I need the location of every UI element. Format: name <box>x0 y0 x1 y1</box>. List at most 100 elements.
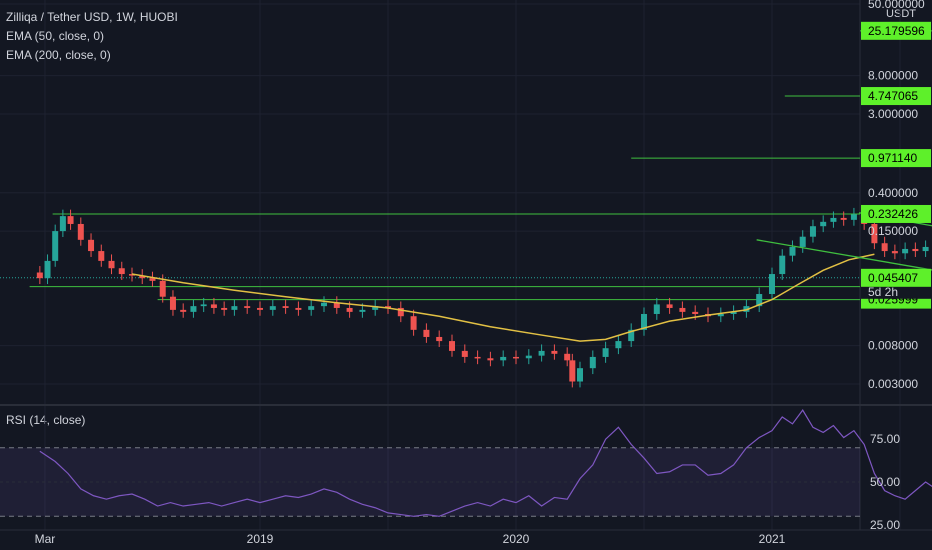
candle <box>321 302 327 307</box>
candle <box>779 255 786 275</box>
candle <box>129 274 135 276</box>
candle <box>881 243 888 252</box>
symbol-title[interactable]: Zilliqa / Tether USD, 1W, HUOBI <box>6 10 178 24</box>
candle <box>799 236 806 247</box>
candle <box>98 251 105 261</box>
level-badge-label-3: 0.232426 <box>868 207 918 221</box>
candle <box>551 350 558 354</box>
candle <box>159 280 166 297</box>
chart-legend: Zilliqa / Tether USD, 1W, HUOBI EMA (50,… <box>6 8 178 65</box>
price-unit: USDT <box>886 8 916 20</box>
candle <box>538 350 545 356</box>
candle <box>200 304 207 307</box>
candle <box>210 304 217 308</box>
candle <box>615 341 622 349</box>
level-badge-label-0: 25.179596 <box>868 24 925 38</box>
rsi-tick-label-1: 50.00 <box>870 475 900 489</box>
candle <box>44 260 51 279</box>
candle <box>500 356 507 361</box>
candle <box>487 358 494 361</box>
candle <box>679 307 686 312</box>
candle <box>628 329 635 342</box>
candle <box>346 307 353 312</box>
candle <box>730 311 737 314</box>
time-tick-label-0: Mar <box>35 532 56 546</box>
candle <box>169 296 176 310</box>
candle <box>653 304 660 314</box>
candle <box>410 316 417 330</box>
time-tick-label-1: 2019 <box>247 532 274 546</box>
ema50-line <box>131 253 875 342</box>
countdown-label: 5d 2h <box>868 285 898 299</box>
channel-line-1 <box>756 239 932 271</box>
rsi-line <box>39 409 932 517</box>
ema200-legend[interactable]: EMA (200, close, 0) <box>6 48 111 62</box>
candle <box>830 217 837 222</box>
candle <box>756 294 763 307</box>
candle <box>231 306 238 310</box>
candle <box>59 216 66 232</box>
candle <box>461 350 468 357</box>
candle <box>149 278 156 281</box>
candle <box>641 313 647 330</box>
price-tick-label-5: 0.008000 <box>868 339 918 353</box>
candle <box>244 306 251 308</box>
candle <box>36 272 43 279</box>
rsi-legend[interactable]: RSI (14, close) <box>6 413 86 427</box>
time-tick-label-3: 2021 <box>759 532 786 546</box>
candle <box>359 309 366 312</box>
candle <box>269 306 276 310</box>
candle <box>666 304 673 308</box>
candle <box>436 336 443 342</box>
candle <box>840 217 847 220</box>
candle <box>77 223 84 240</box>
candle <box>180 309 187 312</box>
candle <box>88 239 95 252</box>
candle <box>602 348 609 357</box>
candle <box>743 306 750 312</box>
channel-line-0 <box>858 212 932 227</box>
candle <box>850 214 857 220</box>
candle <box>569 360 576 382</box>
level-badge-label-2: 0.971140 <box>868 151 917 165</box>
candle <box>589 356 596 369</box>
candle <box>52 231 59 261</box>
candle <box>333 302 340 308</box>
level-badge-label-1: 4.747065 <box>868 89 918 103</box>
candle <box>385 306 391 308</box>
candle <box>295 307 302 310</box>
candle <box>717 313 724 317</box>
candle <box>525 355 532 359</box>
candle <box>397 307 404 317</box>
candle <box>820 221 827 227</box>
candle <box>423 329 430 337</box>
candle <box>108 260 115 269</box>
ema50-legend[interactable]: EMA (50, close, 0) <box>6 29 105 43</box>
candle <box>922 246 929 252</box>
candle <box>221 307 228 310</box>
candle <box>282 306 289 308</box>
candle <box>372 306 379 310</box>
candle <box>474 356 481 359</box>
price-tick-label-1: 8.000000 <box>868 69 918 83</box>
level-badge-1 <box>861 87 931 106</box>
level-badge-2 <box>861 149 931 168</box>
candle <box>67 216 74 224</box>
candle <box>257 307 263 310</box>
candle <box>692 311 699 314</box>
candle <box>118 268 125 275</box>
time-tick-label-2: 2020 <box>503 532 530 546</box>
candle <box>449 341 455 351</box>
price-tick-label-0: 50.000000 <box>868 0 925 11</box>
price-tick-label-2: 3.000000 <box>868 107 918 121</box>
candle <box>769 274 775 295</box>
rsi-tick-label-0: 75.00 <box>870 432 900 446</box>
candle <box>891 251 898 254</box>
candle <box>789 246 796 256</box>
candle <box>513 356 519 359</box>
price-tick-label-4: 0.150000 <box>868 224 918 238</box>
candle <box>809 226 816 237</box>
candle <box>577 368 583 382</box>
candle <box>902 248 909 254</box>
